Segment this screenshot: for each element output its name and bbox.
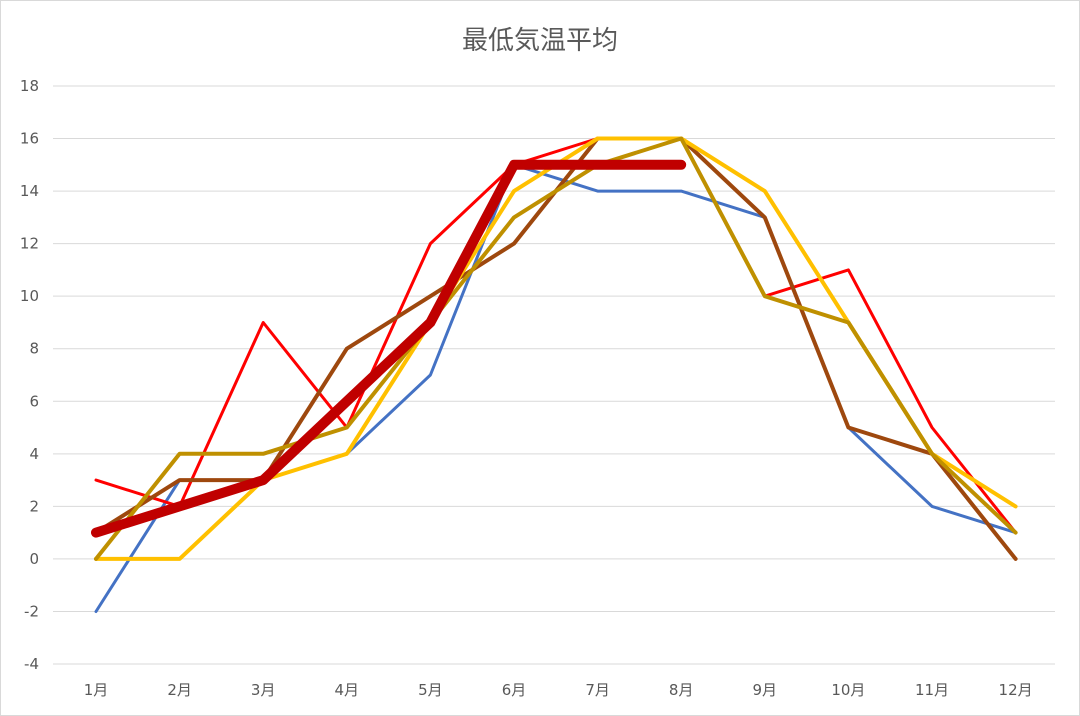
x-tick-label: 11月 — [915, 681, 949, 699]
series-line-6 — [91, 159, 687, 538]
x-tick-label: 3月 — [251, 681, 276, 699]
x-axis-ticks: 1月 2月 3月 4月 5月 6月 7月 8月 9月 10月 11月 12月 — [84, 681, 1033, 699]
x-tick-label: 4月 — [335, 681, 360, 699]
x-tick-label: 10月 — [831, 681, 865, 699]
x-tick-label: 2月 — [167, 681, 192, 699]
series-line-2 — [94, 137, 1018, 535]
y-tick-label: 18 — [20, 77, 39, 95]
y-tick-label: 0 — [29, 550, 39, 568]
y-axis-ticks: -4 -2 0 2 4 6 8 10 12 14 16 18 — [20, 77, 39, 673]
y-tick-label: 4 — [29, 445, 39, 463]
chart-title: 最低気温平均 — [462, 26, 618, 56]
x-tick-label: 6月 — [502, 681, 527, 699]
y-tick-label: 14 — [20, 182, 39, 200]
y-tick-label: -4 — [24, 655, 39, 673]
y-tick-label: 12 — [20, 235, 39, 253]
x-tick-label: 1月 — [84, 681, 109, 699]
series-lines — [91, 136, 1018, 613]
y-tick-label: 6 — [29, 392, 39, 410]
gridlines — [53, 85, 1055, 665]
y-tick-label: 2 — [29, 497, 39, 515]
y-tick-label: 8 — [29, 340, 39, 358]
x-tick-label: 9月 — [753, 681, 778, 699]
x-tick-label: 12月 — [999, 681, 1033, 699]
y-tick-label: -2 — [24, 602, 39, 620]
y-tick-label: 10 — [20, 287, 39, 305]
x-tick-label: 5月 — [418, 681, 443, 699]
y-tick-label: 16 — [20, 130, 39, 148]
x-tick-label: 7月 — [585, 681, 610, 699]
series-line-5 — [94, 136, 1018, 561]
x-tick-label: 8月 — [669, 681, 694, 699]
